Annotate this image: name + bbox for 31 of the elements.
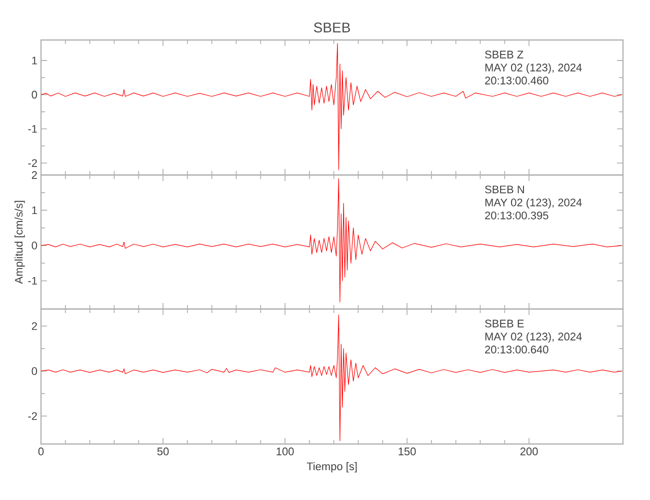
x-tick-label: 50	[157, 448, 169, 456]
y-tick-label: 1	[32, 206, 37, 214]
x-tick-label: 100	[276, 448, 294, 456]
y-tick-label: 0	[32, 90, 38, 99]
line-series	[41, 314, 622, 442]
y-tick-label: 0	[32, 242, 38, 250]
y-tick-label: 0	[32, 367, 38, 375]
x-axis-title: Tiempo [s]	[306, 462, 357, 472]
chart-title: SBEB	[314, 22, 350, 32]
y-tick-label: -1	[28, 125, 37, 133]
y-axis-title: Amplitud [cm/s/s]	[14, 200, 25, 284]
y-tick-label: 2	[32, 322, 37, 330]
annotation: SBEB Z	[485, 50, 524, 58]
annotation: SBEB N	[485, 186, 524, 194]
y-tick-label: 1	[32, 56, 37, 64]
annotation: 20:13:00.395	[485, 212, 548, 220]
annotation: MAY 02 (123), 2024	[485, 198, 582, 209]
annotation: MAY 02 (123), 2024	[485, 332, 582, 343]
annotation: SBEB E	[485, 320, 524, 328]
annotation: 20:13:00.640	[485, 346, 548, 354]
annotation: 20:13:00.460	[485, 76, 548, 84]
x-tick-label: 0	[38, 448, 44, 456]
x-tick-label: 150	[398, 448, 416, 456]
y-tick-label: -2	[28, 412, 37, 420]
annotation: MAY 02 (123), 2024	[485, 63, 582, 74]
line-series	[41, 178, 622, 302]
x-tick-label: 200	[520, 448, 538, 456]
y-tick-label: -1	[28, 277, 37, 285]
y-tick-label: -2	[28, 159, 37, 167]
line-series	[41, 43, 622, 170]
y-tick-label: 2	[32, 171, 37, 179]
